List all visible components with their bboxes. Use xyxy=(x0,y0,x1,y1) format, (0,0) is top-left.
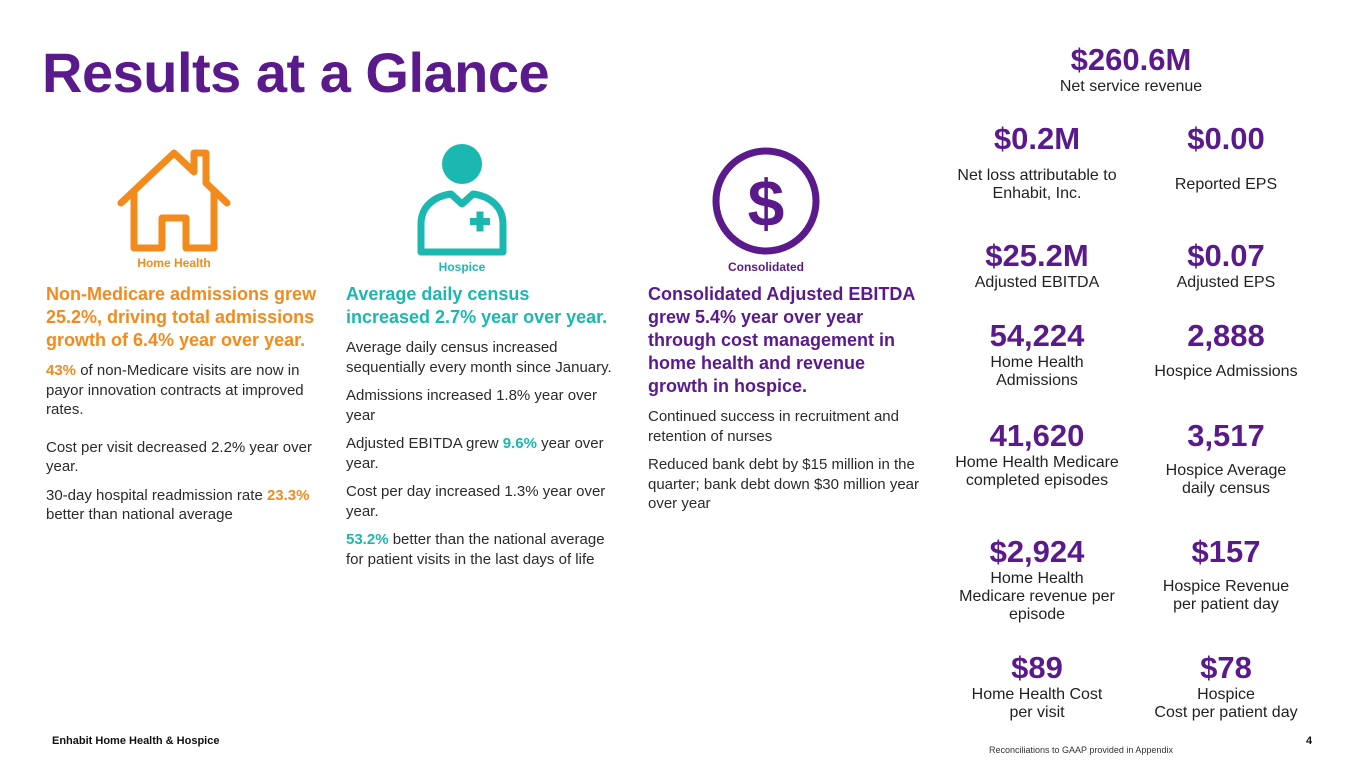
metric-value: 41,620 xyxy=(989,418,1085,453)
metric-label: Home Health Admissions xyxy=(990,354,1084,389)
svg-text:$: $ xyxy=(748,166,785,240)
metric-hospice-revenue-day: $157 Hospice Revenue per patient day xyxy=(1141,534,1311,614)
metric-value: $25.2M xyxy=(985,238,1089,273)
metric-label: Adjusted EPS xyxy=(1176,274,1276,291)
metric-hospice-census: 3,517 Hospice Average daily census xyxy=(1141,418,1311,498)
metric-hospice-cost-day: $78 Hospice Cost per patient day xyxy=(1136,650,1316,722)
home-health-payor-point: 43% of non-Medicare visits are now in pa… xyxy=(46,361,321,420)
hospice-admissions-point: Admissions increased 1.8% year over year xyxy=(346,387,597,424)
consolidated-column: Consolidated Adjusted EBITDA grew 5.4% y… xyxy=(648,283,928,523)
footer-note: Reconciliations to GAAP provided in Appe… xyxy=(989,745,1173,755)
hospice-visits-point: 53.2% better than the national average f… xyxy=(346,530,616,569)
home-health-column: Non-Medicare admissions grew 25.2%, driv… xyxy=(46,283,321,534)
hospice-census-point: Average daily census increased sequentia… xyxy=(346,339,612,376)
metric-label: Home Health Cost per visit xyxy=(971,686,1103,721)
hospice-icon-label: Hospice xyxy=(438,260,486,274)
metric-value: $260.6M xyxy=(1070,42,1192,77)
highlight-value: 43% xyxy=(46,362,77,379)
metric-hh-episodes: 41,620 Home Health Medicare completed ep… xyxy=(947,418,1127,490)
house-icon xyxy=(116,145,232,255)
metric-adj-ebitda: $25.2M Adjusted EBITDA xyxy=(947,238,1127,292)
metric-label: Cost per patient day xyxy=(1154,704,1298,721)
point-text: of non-Medicare visits are now in payor … xyxy=(46,362,304,418)
metric-label: Reported EPS xyxy=(1174,176,1278,193)
metric-label: Hospice Revenue per patient day xyxy=(1162,578,1290,613)
metric-value: $0.00 xyxy=(1187,121,1265,156)
point-text: year over year. xyxy=(346,435,604,472)
point-text: 30-day hospital readmission rate xyxy=(46,486,267,504)
hospice-cost-point: Cost per day increased 1.3% year over ye… xyxy=(346,483,606,520)
metric-label: Hospice Admissions xyxy=(1154,363,1298,380)
metric-value: 2,888 xyxy=(1187,318,1265,353)
metric-value: $2,924 xyxy=(989,534,1085,569)
metric-label: Net loss attributable to Enhabit, Inc. xyxy=(957,167,1117,202)
metric-hh-revenue-episode: $2,924 Home Health Medicare revenue per … xyxy=(947,534,1127,624)
metric-adj-eps: $0.07 Adjusted EPS xyxy=(1141,238,1311,292)
metric-reported-eps: $0.00 Reported EPS xyxy=(1141,121,1311,194)
metric-label: Home Health Medicare completed episodes xyxy=(955,454,1119,489)
highlight-value: 53.2% xyxy=(346,531,389,548)
metric-value: $0.2M xyxy=(993,121,1081,156)
metric-value: 54,224 xyxy=(989,318,1085,353)
consolidated-nurses-point: Continued success in recruitment and ret… xyxy=(648,408,899,445)
metric-hh-admissions: 54,224 Home Health Admissions xyxy=(947,318,1127,390)
metric-label: Hospice Average daily census xyxy=(1165,462,1287,497)
metric-label: Hospice xyxy=(1197,686,1255,703)
metric-value: 3,517 xyxy=(1187,418,1265,453)
consolidated-icon-label: Consolidated xyxy=(727,260,804,274)
home-health-headline: Non-Medicare admissions grew 25.2%, driv… xyxy=(46,284,317,350)
nurse-icon xyxy=(415,142,509,258)
point-text: Adjusted EBITDA grew xyxy=(346,435,503,452)
page-title: Results at a Glance xyxy=(42,41,550,104)
home-health-readmission-point: 30-day hospital readmission rate 23.3% b… xyxy=(46,486,321,525)
metric-label: Home Health Medicare revenue per episode xyxy=(959,570,1115,623)
point-text: better than the national average for pat… xyxy=(346,531,605,568)
metric-label: Net service revenue xyxy=(1059,78,1203,95)
metric-hh-cost-visit: $89 Home Health Cost per visit xyxy=(947,650,1127,722)
consolidated-headline: Consolidated Adjusted EBITDA grew 5.4% y… xyxy=(648,284,915,396)
point-text: better than national average xyxy=(46,506,233,523)
metric-net-loss: $0.2M Net loss attributable to Enhabit, … xyxy=(947,121,1127,203)
hospice-ebitda-point: Adjusted EBITDA grew 9.6% year over year… xyxy=(346,434,616,473)
metric-label: Adjusted EBITDA xyxy=(974,274,1100,291)
footer-company: Enhabit Home Health & Hospice xyxy=(52,735,220,747)
metric-net-revenue: $260.6M Net service revenue xyxy=(1031,42,1231,96)
page-number: 4 xyxy=(1306,735,1313,747)
hospice-headline: Average daily census increased 2.7% year… xyxy=(346,284,608,327)
metric-value: $0.07 xyxy=(1187,238,1265,273)
highlight-value: 9.6% xyxy=(502,435,537,452)
dollar-circle-icon: $ xyxy=(711,146,821,256)
home-health-icon-label: Home Health xyxy=(137,256,211,270)
consolidated-debt-point: Reduced bank debt by $15 million in the … xyxy=(648,456,919,512)
metric-value: $157 xyxy=(1191,534,1261,569)
metric-value: $89 xyxy=(1011,650,1063,685)
highlight-value: 23.3% xyxy=(266,486,310,504)
metric-value: $78 xyxy=(1200,650,1252,685)
hospice-column: Average daily census increased 2.7% year… xyxy=(346,283,616,578)
home-health-cost-point: Cost per visit decreased 2.2% year over … xyxy=(46,438,312,476)
metric-hospice-admissions: 2,888 Hospice Admissions xyxy=(1136,318,1316,381)
